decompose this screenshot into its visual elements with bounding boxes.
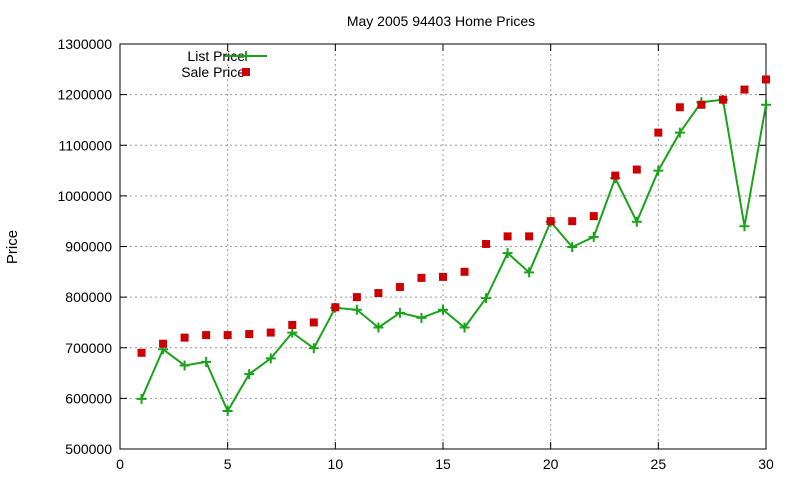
data-point: [352, 293, 361, 302]
data-point: [159, 339, 168, 348]
data-point: [374, 289, 383, 298]
y-axis-label: Price: [4, 230, 21, 264]
data-point: [674, 127, 685, 138]
data-point: [654, 128, 663, 137]
data-point: [481, 293, 492, 304]
data-point: [740, 85, 749, 94]
data-point: [525, 232, 534, 241]
series-line: [140, 98, 767, 414]
x-tick-label: 20: [543, 456, 559, 472]
data-point: [589, 212, 598, 221]
axis-ticks: 500000 600000 700000 800000 900000 1000000 110…: [57, 36, 774, 472]
data-point: [288, 320, 297, 329]
data-point: [439, 272, 447, 281]
data-point: [395, 283, 404, 291]
data-point: [653, 165, 664, 176]
data-point: [631, 216, 642, 227]
series-layer: [136, 75, 771, 417]
data-point: [179, 360, 190, 371]
legend-label: List Price: [187, 48, 245, 64]
data-point: [180, 333, 189, 342]
data-point: [675, 103, 684, 112]
data-point: [697, 100, 706, 109]
data-point: [308, 343, 319, 354]
y-tick-label: 1000000: [57, 188, 112, 204]
y-tick-label: 1200000: [57, 87, 112, 103]
x-tick-label: 30: [758, 456, 774, 472]
data-point: [373, 322, 384, 333]
x-tick-label: 15: [435, 456, 451, 472]
y-tick-label: 900000: [65, 239, 112, 255]
data-point: [245, 330, 254, 339]
data-point: [202, 331, 211, 340]
y-tick-label: 1300000: [57, 36, 112, 52]
x-tick-label: 0: [116, 456, 124, 472]
legend-marker: [241, 51, 251, 61]
data-point: [632, 165, 641, 174]
data-point: [223, 331, 232, 340]
legend-label: Sale Price: [181, 64, 245, 80]
data-point: [482, 239, 491, 248]
y-tick-label: 700000: [65, 340, 112, 356]
data-point: [567, 242, 578, 253]
list-price-series: [136, 94, 771, 417]
data-point: [611, 171, 620, 180]
data-point: [137, 348, 146, 357]
data-point: [222, 406, 233, 417]
data-point: [588, 231, 599, 242]
data-point: [718, 95, 727, 104]
x-tick-label: 5: [224, 456, 232, 472]
data-point: [739, 221, 750, 232]
y-tick-label: 1100000: [59, 137, 113, 153]
data-point: [287, 327, 298, 338]
data-point: [438, 304, 448, 315]
data-point: [524, 267, 535, 278]
sale-price-series: [137, 75, 770, 357]
data-point: [502, 248, 513, 259]
data-point: [416, 312, 427, 323]
data-point: [568, 217, 577, 226]
data-point: [503, 232, 512, 241]
data-point: [417, 273, 426, 282]
y-tick-label: 800000: [65, 289, 112, 305]
data-point: [244, 369, 255, 380]
data-point: [546, 217, 555, 226]
y-tick-label: 600000: [65, 390, 112, 406]
data-point: [394, 307, 405, 318]
data-point: [136, 393, 147, 404]
x-tick-label: 10: [328, 456, 344, 472]
data-point: [761, 99, 771, 110]
chart-title: May 2005 94403 Home Prices: [347, 13, 535, 29]
data-point: [266, 328, 275, 337]
data-point: [309, 318, 318, 327]
data-point: [265, 353, 276, 364]
y-tick-label: 500000: [65, 441, 112, 457]
data-point: [201, 356, 212, 367]
data-point: [762, 75, 770, 84]
data-point: [331, 303, 340, 312]
data-point: [460, 267, 469, 276]
legend-marker: [242, 68, 250, 76]
data-point: [351, 304, 362, 315]
x-tick-label: 25: [651, 456, 667, 472]
data-point: [459, 322, 470, 333]
